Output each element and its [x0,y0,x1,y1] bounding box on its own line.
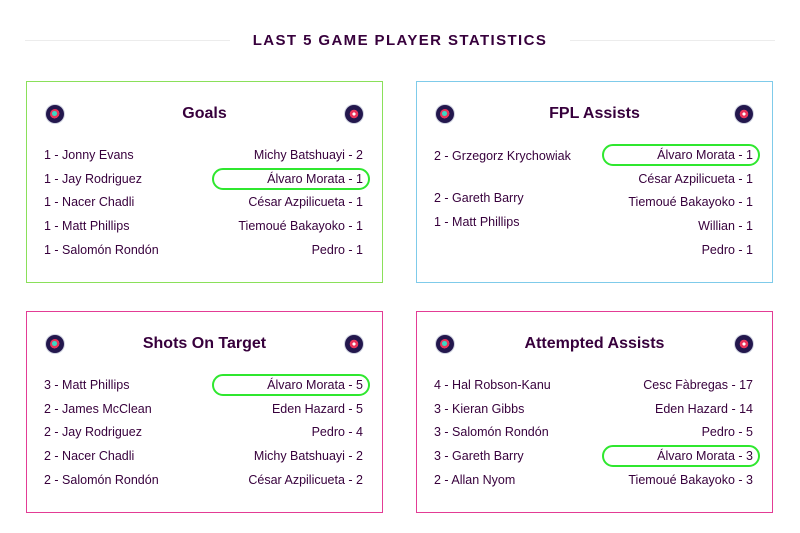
club-crest-icon [735,335,753,353]
list-item: 2 - Jay Rodriguez [44,425,142,440]
away-player-list: Cesc Fàbregas - 17 Eden Hazard - 14 Pedr… [602,374,760,492]
list-item: 2 - Grzegorz Krychowiak [434,149,571,163]
home-player-list: 4 - Hal Robson-Kanu 3 - Kieran Gibbs 3 -… [434,374,551,492]
list-item: 3 - Matt Phillips [44,378,130,392]
list-item: 2 - Gareth Barry [434,191,524,205]
list-item: 1 - Matt Phillips [434,214,520,229]
stat-card-goals: Goals 1 - Jonny Evans 1 - Jay Rodriguez … [26,81,383,283]
away-player-list: Álvaro Morata - 1 César Azpilicueta - 1 … [602,144,760,262]
home-player-list: 2 - Grzegorz Krychowiak 2 - Gareth Barry… [434,144,584,234]
list-item: César Azpilicueta - 1 [248,195,363,210]
home-player-list: 1 - Jonny Evans 1 - Jay Rodriguez 1 - Na… [44,144,159,262]
page-header: LAST 5 GAME PLAYER STATISTICS [25,29,775,53]
divider [570,40,775,41]
club-crest-icon [345,335,363,353]
page-title: LAST 5 GAME PLAYER STATISTICS [252,32,548,49]
list-item: Michy Batshuayi - 2 [253,148,363,162]
club-crest-icon [46,105,64,123]
club-crest-icon [735,105,753,123]
list-item: Tiemoué Bakayoko - 1 [628,195,753,210]
list-item: 1 - Nacer Chadli [44,195,135,210]
list-item: 2 - Salomón Rondón [44,472,159,487]
card-title: Goals [182,105,227,122]
list-item: 2 - Allan Nyom [434,472,516,487]
highlighted-list-item: Álvaro Morata - 1 [602,144,760,168]
list-item: Willian - 1 [698,219,753,234]
list-item: 2 - James McClean [44,401,152,416]
highlighted-list-item: Álvaro Morata - 1 [212,167,370,192]
list-item: 1 - Matt Phillips [44,219,130,234]
list-item: 1 - Salomón Rondón [44,242,159,257]
list-item: 3 - Kieran Gibbs [434,401,525,416]
list-item: Eden Hazard - 14 [655,401,753,416]
list-item: 1 - Jay Rodriguez [44,171,142,186]
card-title: Attempted Assists [524,335,665,352]
home-player-list: 3 - Matt Phillips 2 - James McClean 2 - … [44,374,159,492]
list-item: César Azpilicueta - 1 [638,171,753,186]
list-item: 3 - Salomón Rondón [434,425,549,440]
list-item: Tiemoué Bakayoko - 3 [628,472,753,487]
list-item: 4 - Hal Robson-Kanu [434,378,551,392]
stat-card-shots-on-target: Shots On Target 3 - Matt Phillips 2 - Ja… [26,311,383,513]
list-item: 3 - Gareth Barry [434,449,524,464]
club-crest-icon [46,335,64,353]
stat-card-attempted-assists: Attempted Assists 4 - Hal Robson-Kanu 3 … [416,311,773,513]
list-item: Eden Hazard - 5 [271,401,363,416]
club-crest-icon [345,105,363,123]
list-item: 2 - Nacer Chadli [44,449,135,464]
card-title: FPL Assists [549,105,640,122]
list-item: Michy Batshuayi - 2 [253,449,363,464]
divider [25,40,230,41]
card-title: Shots On Target [142,335,267,352]
list-item: César Azpilicueta - 2 [248,472,363,487]
list-item: Pedro - 5 [701,425,753,440]
away-player-list: Michy Batshuayi - 2 Álvaro Morata - 1 Cé… [212,144,370,262]
list-item: Cesc Fàbregas - 17 [643,378,753,392]
list-item: Tiemoué Bakayoko - 1 [238,219,363,234]
highlighted-list-item: Álvaro Morata - 5 [212,374,370,398]
list-item: Pedro - 4 [311,425,363,440]
list-item: 1 - Jonny Evans [44,148,134,162]
away-player-list: Álvaro Morata - 5 Eden Hazard - 5 Pedro … [212,374,370,492]
list-item: Pedro - 1 [701,242,753,257]
highlighted-list-item: Álvaro Morata - 3 [602,445,760,469]
stat-card-fpl-assists: FPL Assists 2 - Grzegorz Krychowiak 2 - … [416,81,773,283]
club-crest-icon [436,335,454,353]
club-crest-icon [436,105,454,123]
list-item: Pedro - 1 [311,242,363,257]
